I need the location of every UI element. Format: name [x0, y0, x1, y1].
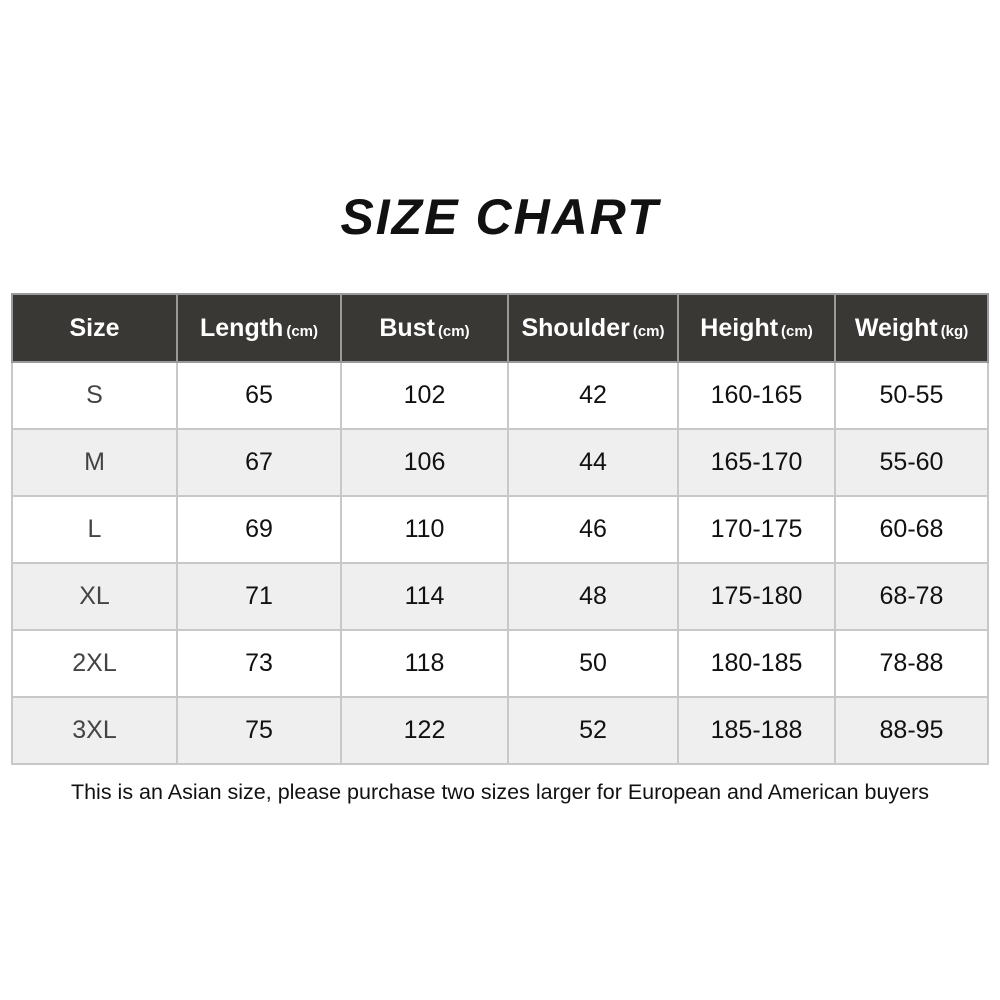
table-cell: 114 [340, 562, 509, 631]
table-cell: 44 [507, 428, 679, 497]
table-cell: 50-55 [834, 361, 989, 430]
size-cell: 3XL [11, 696, 178, 765]
table-cell: 52 [507, 696, 679, 765]
column-header: Shoulder (cm) [507, 293, 679, 363]
table-cell: 118 [340, 629, 509, 698]
column-header: Length (cm) [176, 293, 342, 363]
table-cell: 170-175 [677, 495, 836, 564]
table-header-row: Size Length (cm) Bust (cm) Shoulder (cm) Height… [11, 293, 989, 363]
table-row: L 69 110 46 170-175 60-68 [11, 495, 989, 564]
table-row: S 65 102 42 160-165 50-55 [11, 361, 989, 430]
column-unit: (cm) [781, 322, 813, 340]
table-cell: 50 [507, 629, 679, 698]
column-label: Size [69, 313, 120, 342]
column-header: Size [11, 293, 178, 363]
column-label: Weight [854, 313, 938, 342]
size-table: Size Length (cm) Bust (cm) Shoulder (cm) Height… [11, 293, 989, 765]
table-cell: 71 [176, 562, 342, 631]
table-row: 2XL 73 118 50 180-185 78-88 [11, 629, 989, 698]
column-header: Weight (kg) [834, 293, 989, 363]
table-cell: 65 [176, 361, 342, 430]
size-cell: 2XL [11, 629, 178, 698]
table-cell: 55-60 [834, 428, 989, 497]
table-cell: 42 [507, 361, 679, 430]
table-cell: 60-68 [834, 495, 989, 564]
table-cell: 185-188 [677, 696, 836, 765]
table-cell: 46 [507, 495, 679, 564]
table-row: XL 71 114 48 175-180 68-78 [11, 562, 989, 631]
column-unit: (cm) [632, 322, 665, 340]
size-cell: L [11, 495, 178, 564]
table-cell: 110 [340, 495, 509, 564]
table-row: M 67 106 44 165-170 55-60 [11, 428, 989, 497]
table-cell: 69 [176, 495, 342, 564]
column-unit: (kg) [940, 322, 969, 340]
table-cell: 78-88 [834, 629, 989, 698]
column-unit: (cm) [286, 322, 318, 340]
table-cell: 48 [507, 562, 679, 631]
table-cell: 67 [176, 428, 342, 497]
size-cell: M [11, 428, 178, 497]
table-cell: 122 [340, 696, 509, 765]
table-cell: 68-78 [834, 562, 989, 631]
column-label: Length [200, 313, 284, 342]
table-cell: 175-180 [677, 562, 836, 631]
table-cell: 102 [340, 361, 509, 430]
column-header: Height (cm) [677, 293, 836, 363]
column-header: Bust (cm) [340, 293, 509, 363]
column-label: Bust [379, 313, 435, 342]
table-cell: 75 [176, 696, 342, 765]
table-cell: 73 [176, 629, 342, 698]
column-label: Shoulder [521, 313, 630, 342]
size-cell: XL [11, 562, 178, 631]
table-cell: 180-185 [677, 629, 836, 698]
column-label: Height [700, 313, 779, 342]
page-title: SIZE CHART [340, 189, 660, 245]
table-cell: 88-95 [834, 696, 989, 765]
size-note: This is an Asian size, please purchase t… [70, 780, 930, 804]
table-row: 3XL 75 122 52 185-188 88-95 [11, 696, 989, 765]
table-cell: 160-165 [677, 361, 836, 430]
table-cell: 106 [340, 428, 509, 497]
size-cell: S [11, 361, 178, 430]
table-cell: 165-170 [677, 428, 836, 497]
column-unit: (cm) [437, 322, 470, 340]
